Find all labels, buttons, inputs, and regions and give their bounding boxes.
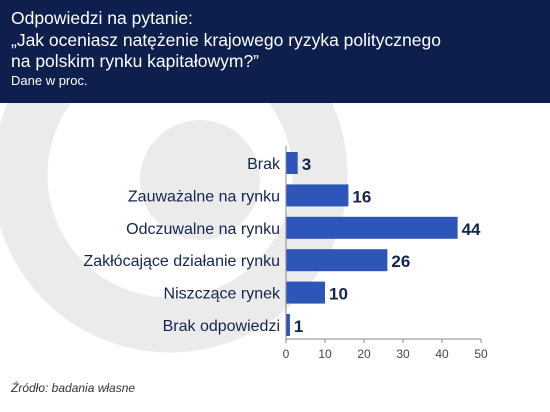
- header-banner: Odpowiedzi na pytanie: „Jak oceniasz nat…: [0, 0, 550, 103]
- title-line-2: „Jak oceniasz natężenie krajowego ryzyka…: [11, 30, 441, 50]
- value-label: 16: [352, 187, 371, 206]
- x-tick-label: 40: [435, 347, 449, 361]
- bar: [286, 184, 349, 207]
- bar: [286, 152, 298, 174]
- title-line-3: na polskim rynku kapitałowym?”: [11, 51, 260, 71]
- category-label: Zauważalne na rynku: [128, 188, 280, 205]
- category-label: Brak odpowiedzi: [163, 318, 280, 335]
- category-label: Niszczące rynek: [164, 286, 281, 303]
- x-tick-label: 20: [357, 347, 371, 361]
- bar: [286, 314, 290, 336]
- category-label: Odczuwalne na rynku: [126, 221, 280, 238]
- bar: [286, 216, 458, 239]
- value-label: 44: [462, 220, 481, 239]
- data-unit-note: Dane w proc.: [11, 73, 88, 88]
- value-label: 26: [391, 252, 410, 271]
- x-tick-label: 10: [318, 347, 332, 361]
- x-tick-label: 0: [283, 347, 290, 361]
- value-label: 3: [302, 155, 311, 174]
- value-label: 1: [294, 317, 303, 336]
- bar: [286, 281, 325, 304]
- source-note: Źródło: badania własne: [11, 381, 136, 395]
- category-label: Zakłócające działanie rynku: [83, 253, 280, 270]
- x-tick-label: 30: [396, 347, 410, 361]
- bar: [286, 249, 388, 272]
- x-tick-label: 50: [474, 347, 488, 361]
- category-label: Brak: [247, 156, 281, 173]
- title-line-1: Odpowiedzi na pytanie:: [11, 8, 193, 28]
- value-label: 10: [329, 285, 348, 304]
